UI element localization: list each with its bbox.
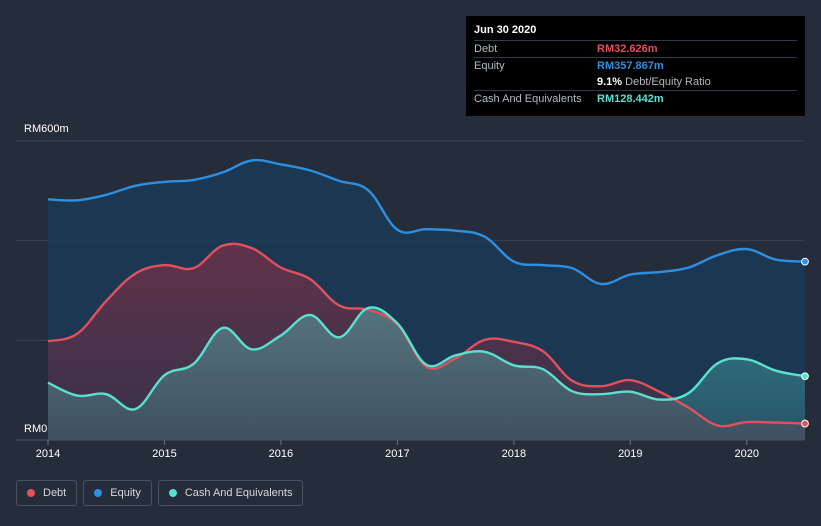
cash-and-equivalents-end-marker [801,372,809,381]
x-tick-label: 2018 [502,448,526,460]
tooltip-debt-label: Debt [474,43,498,55]
legend-equity-dot [94,489,103,497]
tooltip-date: Jun 30 2020 [474,24,537,36]
legend-cash-dot [168,489,177,497]
series-areas [48,160,805,440]
x-tick-label: 2016 [269,448,293,460]
x-tick-label: 2014 [36,448,60,460]
debt-line [47,242,806,428]
y-axis-top-label: RM600m [24,123,69,135]
tooltip-ratio-value: 9.1% [597,76,623,88]
cash-and-equivalents-area [48,307,805,440]
cash-and-equivalents-line [47,306,806,411]
tooltip-row-equity: Equity RM357.867m [474,57,797,74]
equity-line [47,158,806,286]
legend-equity-label: Equity [110,487,141,499]
legend: Debt Equity Cash And Equivalents [16,480,304,506]
y-axis-bottom-label: RM0 [24,423,47,435]
tooltip-cash-value: RM128.442m [597,93,664,105]
x-axis-ticks: 2014 2015 2016 2017 2018 2019 2020 [16,439,805,460]
tooltip-row-debt: Debt RM32.626m [474,40,797,57]
legend-item-equity[interactable]: Equity [83,480,152,506]
x-tick-label: 2017 [385,448,409,460]
legend-item-cash[interactable]: Cash And Equivalents [157,480,304,506]
debt-end-marker [801,419,809,428]
tooltip-row-cash: Cash And Equivalents RM128.442m [474,90,797,107]
tooltip-panel: Jun 30 2020 Debt RM32.626m Equity RM357.… [466,16,805,116]
tooltip-row-ratio: 9.1% Debt/Equity Ratio [474,74,797,90]
x-tick-label: 2020 [735,448,759,460]
series-lines [47,158,809,428]
legend-debt-label: Debt [43,487,67,499]
tooltip-debt-value: RM32.626m [597,43,658,55]
legend-item-debt[interactable]: Debt [16,480,78,506]
tooltip-cash-label: Cash And Equivalents [474,93,582,105]
equity-end-marker [801,257,809,266]
tooltip-equity-label: Equity [474,60,505,72]
tooltip-ratio-label: Debt/Equity Ratio [625,76,711,88]
tooltip-equity-value: RM357.867m [597,60,664,72]
legend-cash-label: Cash And Equivalents [184,487,293,499]
legend-debt-dot [27,489,35,497]
x-tick-label: 2015 [152,448,176,460]
x-tick-label: 2019 [618,448,642,460]
